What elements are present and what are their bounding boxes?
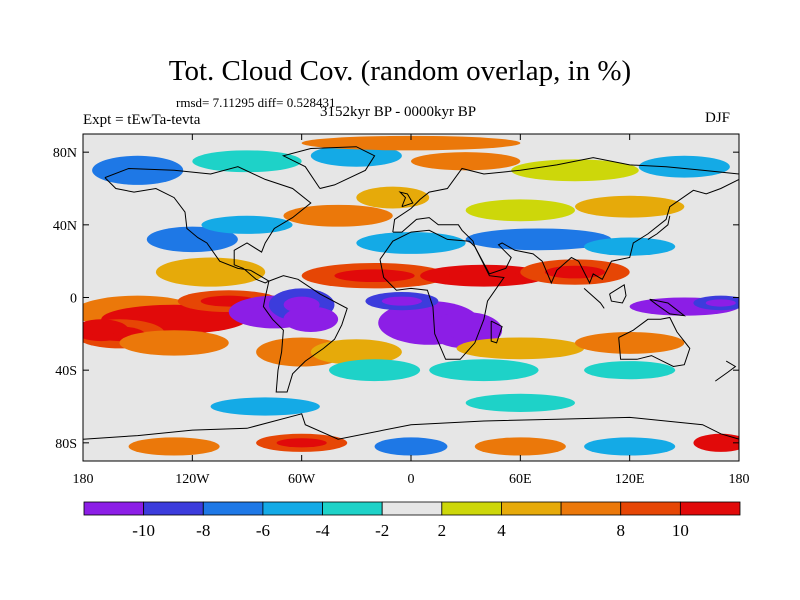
y-tick-label: 40N <box>53 219 77 234</box>
anomaly-contour <box>465 199 575 222</box>
cloud-cover-anomaly-field <box>83 134 739 461</box>
anomaly-contour-core <box>86 324 117 336</box>
y-tick-label: 0 <box>70 292 77 307</box>
colorbar-swatch <box>620 501 681 516</box>
anomaly-contour <box>356 232 466 254</box>
x-tick-label: 60W <box>288 472 316 487</box>
anomaly-contour <box>329 359 421 382</box>
x-tick-label: 120E <box>615 472 645 487</box>
y-tick-label: 80N <box>53 146 77 161</box>
coastline <box>647 215 671 240</box>
anomaly-contour <box>584 361 676 380</box>
coastlines <box>83 146 739 440</box>
anomaly-contour <box>192 150 302 173</box>
colorbar: -10 -8 -6 -4 -2 2 4 8 10 <box>83 501 741 540</box>
plot-title: Tot. Cloud Cov. (random overlap, in %) <box>168 55 632 87</box>
anomaly-contour <box>128 437 220 456</box>
y-tick-label: 40S <box>55 364 77 379</box>
colorbar-label: 2 <box>438 521 447 540</box>
anomaly-contour <box>374 437 448 456</box>
coastline <box>398 191 414 208</box>
anomaly-contour-core <box>448 270 519 282</box>
rmsd-diff-stats: rmsd= 7.11295 diff= 0.528431 <box>176 95 336 110</box>
anomaly-contour <box>511 159 639 182</box>
anomaly-contour-core <box>705 438 736 448</box>
colorbar-label: 10 <box>672 521 689 540</box>
colorbar-swatch <box>262 501 323 516</box>
anomaly-contour <box>429 359 539 382</box>
x-tick-label: 180 <box>73 472 94 487</box>
coastline <box>609 283 627 304</box>
anomaly-contour <box>575 195 685 218</box>
anomaly-contour <box>575 332 685 354</box>
colorbar-label: -2 <box>375 521 389 540</box>
coastline <box>583 288 605 309</box>
x-tick-label: 180 <box>729 472 750 487</box>
x-tick-label: 0 <box>408 472 415 487</box>
coastline <box>104 166 312 284</box>
period-label: 3152kyr BP - 0000kyr BP <box>320 104 477 120</box>
colorbar-swatch <box>322 501 383 516</box>
anomaly-contour <box>210 397 320 416</box>
anomaly-contour <box>584 437 676 456</box>
anomaly-contour <box>584 237 676 256</box>
anomaly-contour <box>465 228 612 251</box>
anomaly-contour-core <box>276 438 327 448</box>
anomaly-contour <box>201 215 293 234</box>
y-tick-label: 80S <box>55 437 77 452</box>
colorbar-swatch <box>501 501 562 516</box>
colorbar-label: -10 <box>132 521 155 540</box>
season-label: DJF <box>705 110 731 126</box>
anomaly-contour <box>310 144 402 167</box>
experiment-label: Expt = tEwTa-tevta <box>83 112 201 128</box>
coastline <box>618 316 691 368</box>
coastline <box>490 320 503 344</box>
anomaly-contour <box>456 337 585 360</box>
anomaly-contour <box>638 155 730 178</box>
colorbar-swatch <box>679 501 741 516</box>
coastline <box>379 229 505 360</box>
colorbar-swatch <box>381 501 443 516</box>
anomaly-contour-core <box>381 296 422 306</box>
anomaly-contour <box>411 152 521 171</box>
x-tick-label: 60E <box>509 472 532 487</box>
x-tick-label: 120W <box>175 472 210 487</box>
colorbar-swatch <box>202 501 264 516</box>
anomaly-contour-core <box>705 299 736 307</box>
coastline <box>281 146 376 189</box>
coastline <box>83 413 739 440</box>
anomaly-contour <box>155 257 266 287</box>
colorbar-label: -8 <box>196 521 210 540</box>
anomaly-contour-core <box>544 265 606 279</box>
colorbar-swatch <box>83 501 145 516</box>
anomaly-contour <box>474 437 566 456</box>
anomaly-contour-core <box>334 269 415 283</box>
colorbar-swatch <box>143 501 204 516</box>
anomaly-contour-core <box>445 321 486 340</box>
colorbar-swatch <box>560 501 622 516</box>
axis-ticks: 180 120W 60W 0 60E 120E 180 80N 40N 0 40S 80S <box>53 134 750 487</box>
anomaly-contour <box>92 155 184 185</box>
anomaly-contour <box>146 226 238 253</box>
anomaly-contour <box>465 393 575 412</box>
anomaly-contour <box>283 204 393 227</box>
colorbar-label: -4 <box>315 521 330 540</box>
anomaly-contour <box>310 339 402 365</box>
coastline <box>649 298 687 317</box>
colorbar-label: 8 <box>616 521 625 540</box>
anomaly-contour <box>119 330 229 356</box>
coastline <box>262 275 348 393</box>
colorbar-label: 4 <box>497 521 506 540</box>
colorbar-label: -6 <box>256 521 270 540</box>
anomaly-contour <box>356 186 430 209</box>
colorbar-swatch <box>441 501 502 516</box>
coastline <box>392 157 739 285</box>
coastline <box>715 360 737 382</box>
anomaly-contour-core <box>134 312 215 327</box>
anomaly-contour-core <box>295 312 326 326</box>
